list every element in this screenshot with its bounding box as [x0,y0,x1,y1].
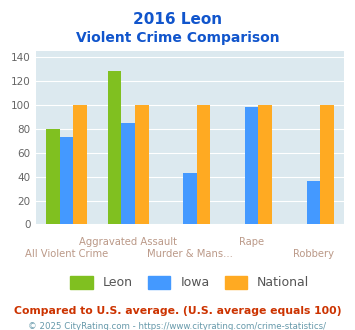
Text: Violent Crime Comparison: Violent Crime Comparison [76,31,279,45]
Bar [73,105,87,224]
Text: All Violent Crime: All Violent Crime [25,249,108,259]
Legend: Leon, Iowa, National: Leon, Iowa, National [65,271,315,294]
Bar [108,72,121,224]
Bar [307,182,320,224]
Text: © 2025 CityRating.com - https://www.cityrating.com/crime-statistics/: © 2025 CityRating.com - https://www.city… [28,322,327,330]
Bar [121,123,135,224]
Text: Robbery: Robbery [293,249,334,259]
Bar [46,129,60,224]
Text: Rape: Rape [239,237,264,247]
Bar [320,105,334,224]
Text: Murder & Mans...: Murder & Mans... [147,249,233,259]
Bar [135,105,148,224]
Text: Aggravated Assault: Aggravated Assault [79,237,177,247]
Bar [197,105,210,224]
Text: Compared to U.S. average. (U.S. average equals 100): Compared to U.S. average. (U.S. average … [14,306,341,316]
Bar [183,173,197,224]
Bar [258,105,272,224]
Bar [245,107,258,224]
Bar [60,137,73,224]
Text: 2016 Leon: 2016 Leon [133,12,222,26]
